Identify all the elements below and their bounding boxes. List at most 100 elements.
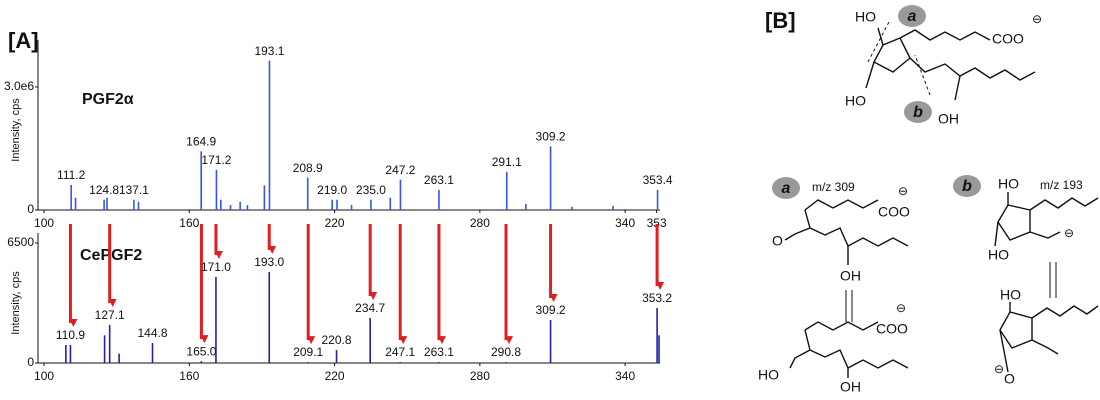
atom: OH <box>840 268 861 284</box>
y-tick-label: 0 <box>27 355 34 369</box>
peak-label: 165.0 <box>186 344 216 358</box>
charge: ⊖ <box>1032 12 1042 26</box>
bond <box>954 75 961 101</box>
tag-bg <box>898 5 926 27</box>
bond <box>1029 231 1061 239</box>
series-name: PGF2α <box>82 91 134 108</box>
peak-label: 219.0 <box>317 183 347 197</box>
peak-label: 235.0 <box>356 183 386 197</box>
peak-label: 290.8 <box>491 345 521 359</box>
bond <box>804 321 879 331</box>
peak-label: 220.8 <box>322 333 352 347</box>
peak-label: 309.2 <box>536 130 566 144</box>
peak-label: 247.1 <box>385 345 415 359</box>
tag: b <box>913 104 923 121</box>
charge: ⊖ <box>896 301 906 315</box>
y-axis-label: Intensity, cps <box>10 98 22 162</box>
peak-label: 208.9 <box>293 161 323 175</box>
tag-bg <box>772 177 800 199</box>
tag-bg <box>953 175 981 197</box>
peak-label: 247.2 <box>385 163 415 177</box>
atom: O <box>772 233 783 249</box>
atom: COO <box>992 31 1024 47</box>
atom: HO <box>1000 287 1021 303</box>
bond <box>877 27 884 46</box>
x-tick-label: 220 <box>325 369 345 383</box>
atom: HO <box>758 367 779 383</box>
x-tick-label: 340 <box>615 216 635 230</box>
peak-label: 209.1 <box>293 345 323 359</box>
peak-label: 193.1 <box>254 44 284 58</box>
peak-label: 124.8 <box>89 183 119 197</box>
atom: OH <box>840 379 861 395</box>
bond <box>1029 197 1099 211</box>
y-tick-label: 0 <box>27 202 34 216</box>
peak-label: 171.0 <box>201 260 231 274</box>
peak-label: 309.2 <box>536 303 566 317</box>
bond <box>1031 339 1059 355</box>
bond <box>994 221 999 247</box>
bond <box>789 349 811 369</box>
peak-label: 291.1 <box>492 155 522 169</box>
x-tick-label: 220 <box>325 216 345 230</box>
charge: ⊖ <box>994 362 1004 376</box>
panel-label: [B] <box>765 8 796 33</box>
series-name: CePGF2 <box>80 247 142 264</box>
panel-label: [A] <box>8 28 39 53</box>
peak-label: 263.1 <box>424 345 454 359</box>
atom: O <box>1004 371 1015 387</box>
bond <box>999 329 1009 373</box>
peak-label: 353.2 <box>642 291 672 305</box>
peak-label: 110.9 <box>56 328 85 342</box>
x-tick-label: 340 <box>615 369 635 383</box>
peak-label: 137.1 <box>119 183 149 197</box>
y-tick-label: 3.0e6 <box>4 79 34 93</box>
x-tick-label: 353 <box>647 216 667 230</box>
charge: ⊖ <box>898 184 908 198</box>
peak-label: 171.2 <box>201 153 231 167</box>
atom: HO <box>855 9 876 25</box>
bond <box>899 29 991 41</box>
x-tick-label: 160 <box>179 369 199 383</box>
bond <box>784 227 811 241</box>
peak-label: 111.2 <box>57 168 86 182</box>
charge: ⊖ <box>1064 226 1074 240</box>
x-tick-label: 280 <box>470 216 490 230</box>
tag: a <box>908 8 917 25</box>
bond <box>999 311 1033 349</box>
peak-label: 353.4 <box>643 173 673 187</box>
peak-label: 234.7 <box>355 301 385 315</box>
cleavage-line <box>867 19 891 63</box>
x-tick-label: 160 <box>179 216 199 230</box>
atom: HO <box>988 247 1009 263</box>
y-axis-label: Intensity, cps <box>10 271 22 335</box>
peak-label: 193.0 <box>254 255 284 269</box>
atom: COO <box>876 321 908 337</box>
cleavage-line <box>914 54 931 96</box>
atom: COO <box>878 204 910 220</box>
peak-label: 164.9 <box>186 135 216 149</box>
bond <box>909 57 1036 81</box>
tag: a <box>782 180 791 197</box>
tag: b <box>962 178 972 195</box>
bond <box>997 204 1031 241</box>
bond <box>873 37 911 73</box>
x-tick-label: 100 <box>34 216 54 230</box>
x-tick-label: 100 <box>34 369 54 383</box>
mz-label: m/z 309 <box>812 180 855 194</box>
peak-label: 263.1 <box>424 173 454 187</box>
mz-label: m/z 193 <box>1040 178 1083 192</box>
tag-bg <box>904 101 932 123</box>
peak-label: 127.1 <box>95 308 125 322</box>
y-tick-label: 6500 <box>7 235 34 249</box>
bond <box>804 199 879 211</box>
atom: OH <box>938 111 959 127</box>
bond <box>865 61 875 89</box>
scheme: HO a COO ⊖ HO b OH a m/z 309 COO ⊖ O OH … <box>758 5 1099 395</box>
x-tick-label: 280 <box>470 369 490 383</box>
bond <box>1031 305 1099 319</box>
peak-label: 144.8 <box>138 326 168 340</box>
atom: HO <box>998 176 1019 192</box>
atom: HO <box>845 93 866 109</box>
